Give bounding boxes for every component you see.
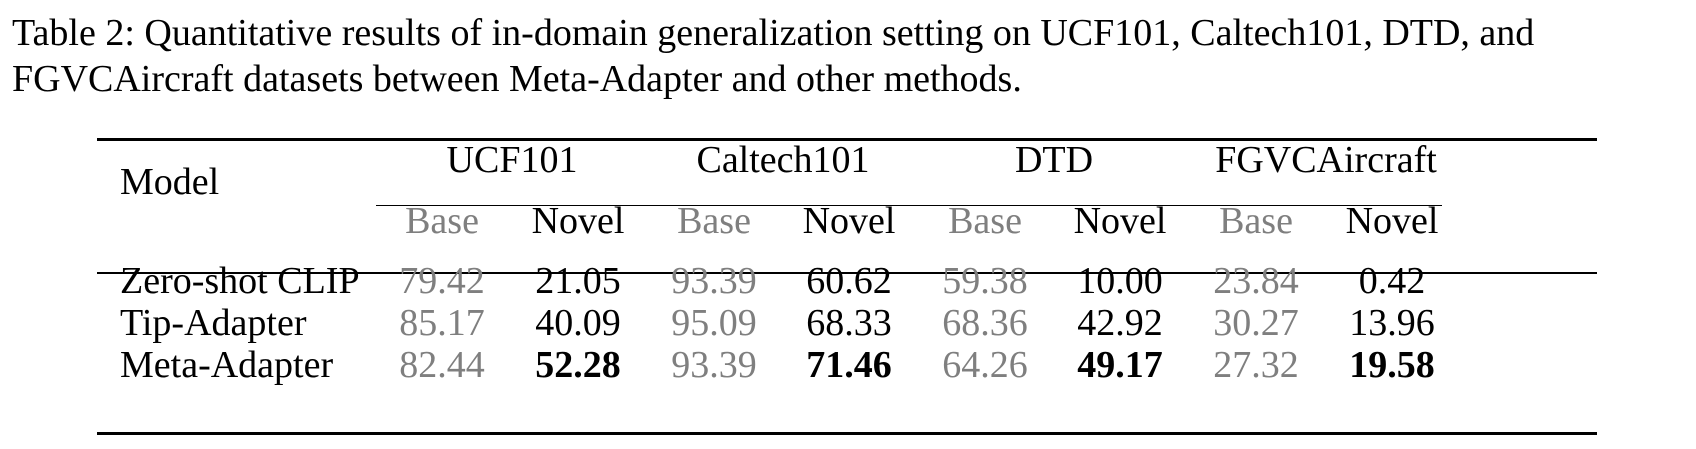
table-cell-best: 71.46 xyxy=(806,344,892,386)
table-cell-best: 49.17 xyxy=(1077,344,1163,386)
table-cell: 27.32 xyxy=(1213,344,1299,386)
table-cell: 21.05 xyxy=(535,260,621,302)
table-cell: 13.96 xyxy=(1349,302,1435,344)
subheader-novel-caltech101: Novel xyxy=(802,200,896,242)
table-top-rule xyxy=(97,138,1597,141)
table-cell-best: 52.28 xyxy=(535,344,621,386)
subheader-base-ucf101: Base xyxy=(405,200,479,242)
table-bottom-rule xyxy=(97,432,1597,435)
table-cell: 68.36 xyxy=(942,302,1028,344)
table-cell: 79.42 xyxy=(399,260,485,302)
table-cell: 93.39 xyxy=(671,260,757,302)
subheader-base-caltech101: Base xyxy=(677,200,751,242)
table-cell: 95.09 xyxy=(671,302,757,344)
table-cell-best: 19.58 xyxy=(1349,344,1435,386)
table-cell: 85.17 xyxy=(399,302,485,344)
table-cell: 64.26 xyxy=(942,344,1028,386)
table-cell: 68.33 xyxy=(806,302,892,344)
table-cell: 23.84 xyxy=(1213,260,1299,302)
model-column-header: Model xyxy=(120,161,220,203)
row-model-name: Zero-shot CLIP xyxy=(120,260,360,302)
subheader-base-dtd: Base xyxy=(948,200,1022,242)
table-cell: 82.44 xyxy=(399,344,485,386)
table-cell: 59.38 xyxy=(942,260,1028,302)
dataset-header-caltech101: Caltech101 xyxy=(696,139,870,181)
dataset-header-fgvcaircraft: FGVCAircraft xyxy=(1215,139,1437,181)
subheader-novel-dtd: Novel xyxy=(1073,200,1167,242)
table-cell: 10.00 xyxy=(1077,260,1163,302)
table-cell: 30.27 xyxy=(1213,302,1299,344)
subheader-base-fgvcaircraft: Base xyxy=(1219,200,1293,242)
dataset-header-ucf101: UCF101 xyxy=(446,139,578,181)
row-model-name: Tip-Adapter xyxy=(120,302,307,344)
subheader-novel-fgvcaircraft: Novel xyxy=(1345,200,1439,242)
table-cell: 0.42 xyxy=(1358,260,1426,302)
subheader-novel-ucf101: Novel xyxy=(531,200,625,242)
dataset-header-dtd: DTD xyxy=(1014,139,1094,181)
table-header-rule xyxy=(97,272,1597,274)
row-model-name: Meta-Adapter xyxy=(120,344,334,386)
table-cell: 40.09 xyxy=(535,302,621,344)
table-cell: 60.62 xyxy=(806,260,892,302)
table-cell: 93.39 xyxy=(671,344,757,386)
table-cell: 42.92 xyxy=(1077,302,1163,344)
dataset-header-underline xyxy=(376,205,1442,206)
table-caption: Table 2: Quantitative results of in-doma… xyxy=(12,12,1535,100)
